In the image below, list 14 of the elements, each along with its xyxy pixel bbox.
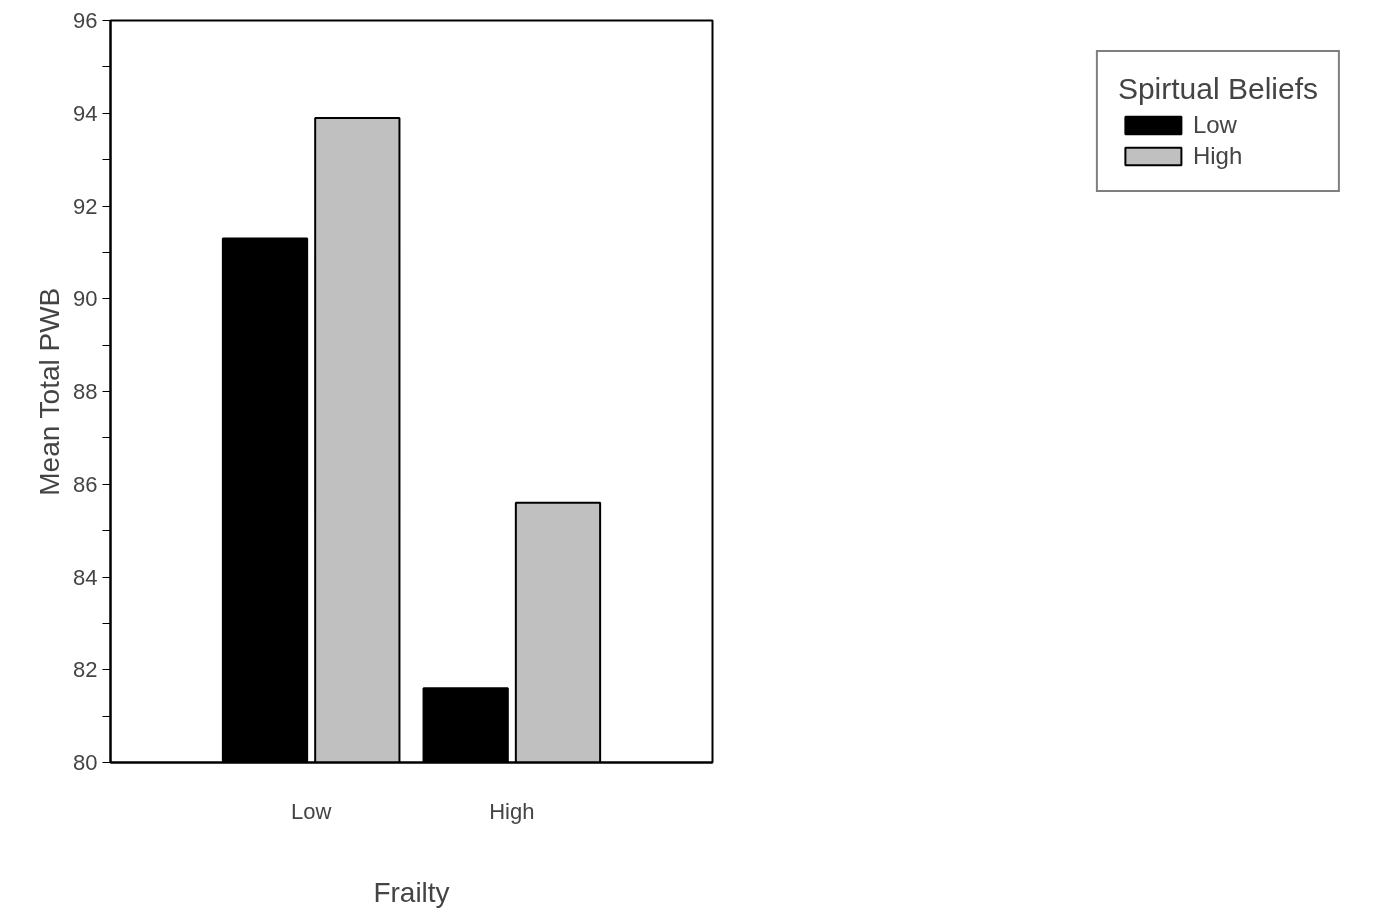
y-tick-label: 82 — [73, 657, 98, 683]
x-axis-title: Frailty — [373, 876, 450, 908]
y-tick-label: 88 — [73, 379, 98, 404]
y-tick-label: 92 — [73, 193, 98, 219]
legend-label: Low — [1192, 111, 1237, 139]
y-tick-label: 90 — [73, 286, 98, 312]
y-axis-title: Mean Total PWB — [34, 287, 66, 496]
y-tick-label: 94 — [73, 100, 98, 126]
legend-label: High — [1192, 142, 1243, 170]
y-tick-label: 84 — [73, 564, 98, 590]
y-tick-label: 80 — [73, 750, 98, 775]
legend-title: Spirtual Beliefs — [1117, 72, 1318, 106]
y-tick-label: 96 — [73, 8, 98, 33]
y-tick-label: 86 — [73, 471, 98, 497]
